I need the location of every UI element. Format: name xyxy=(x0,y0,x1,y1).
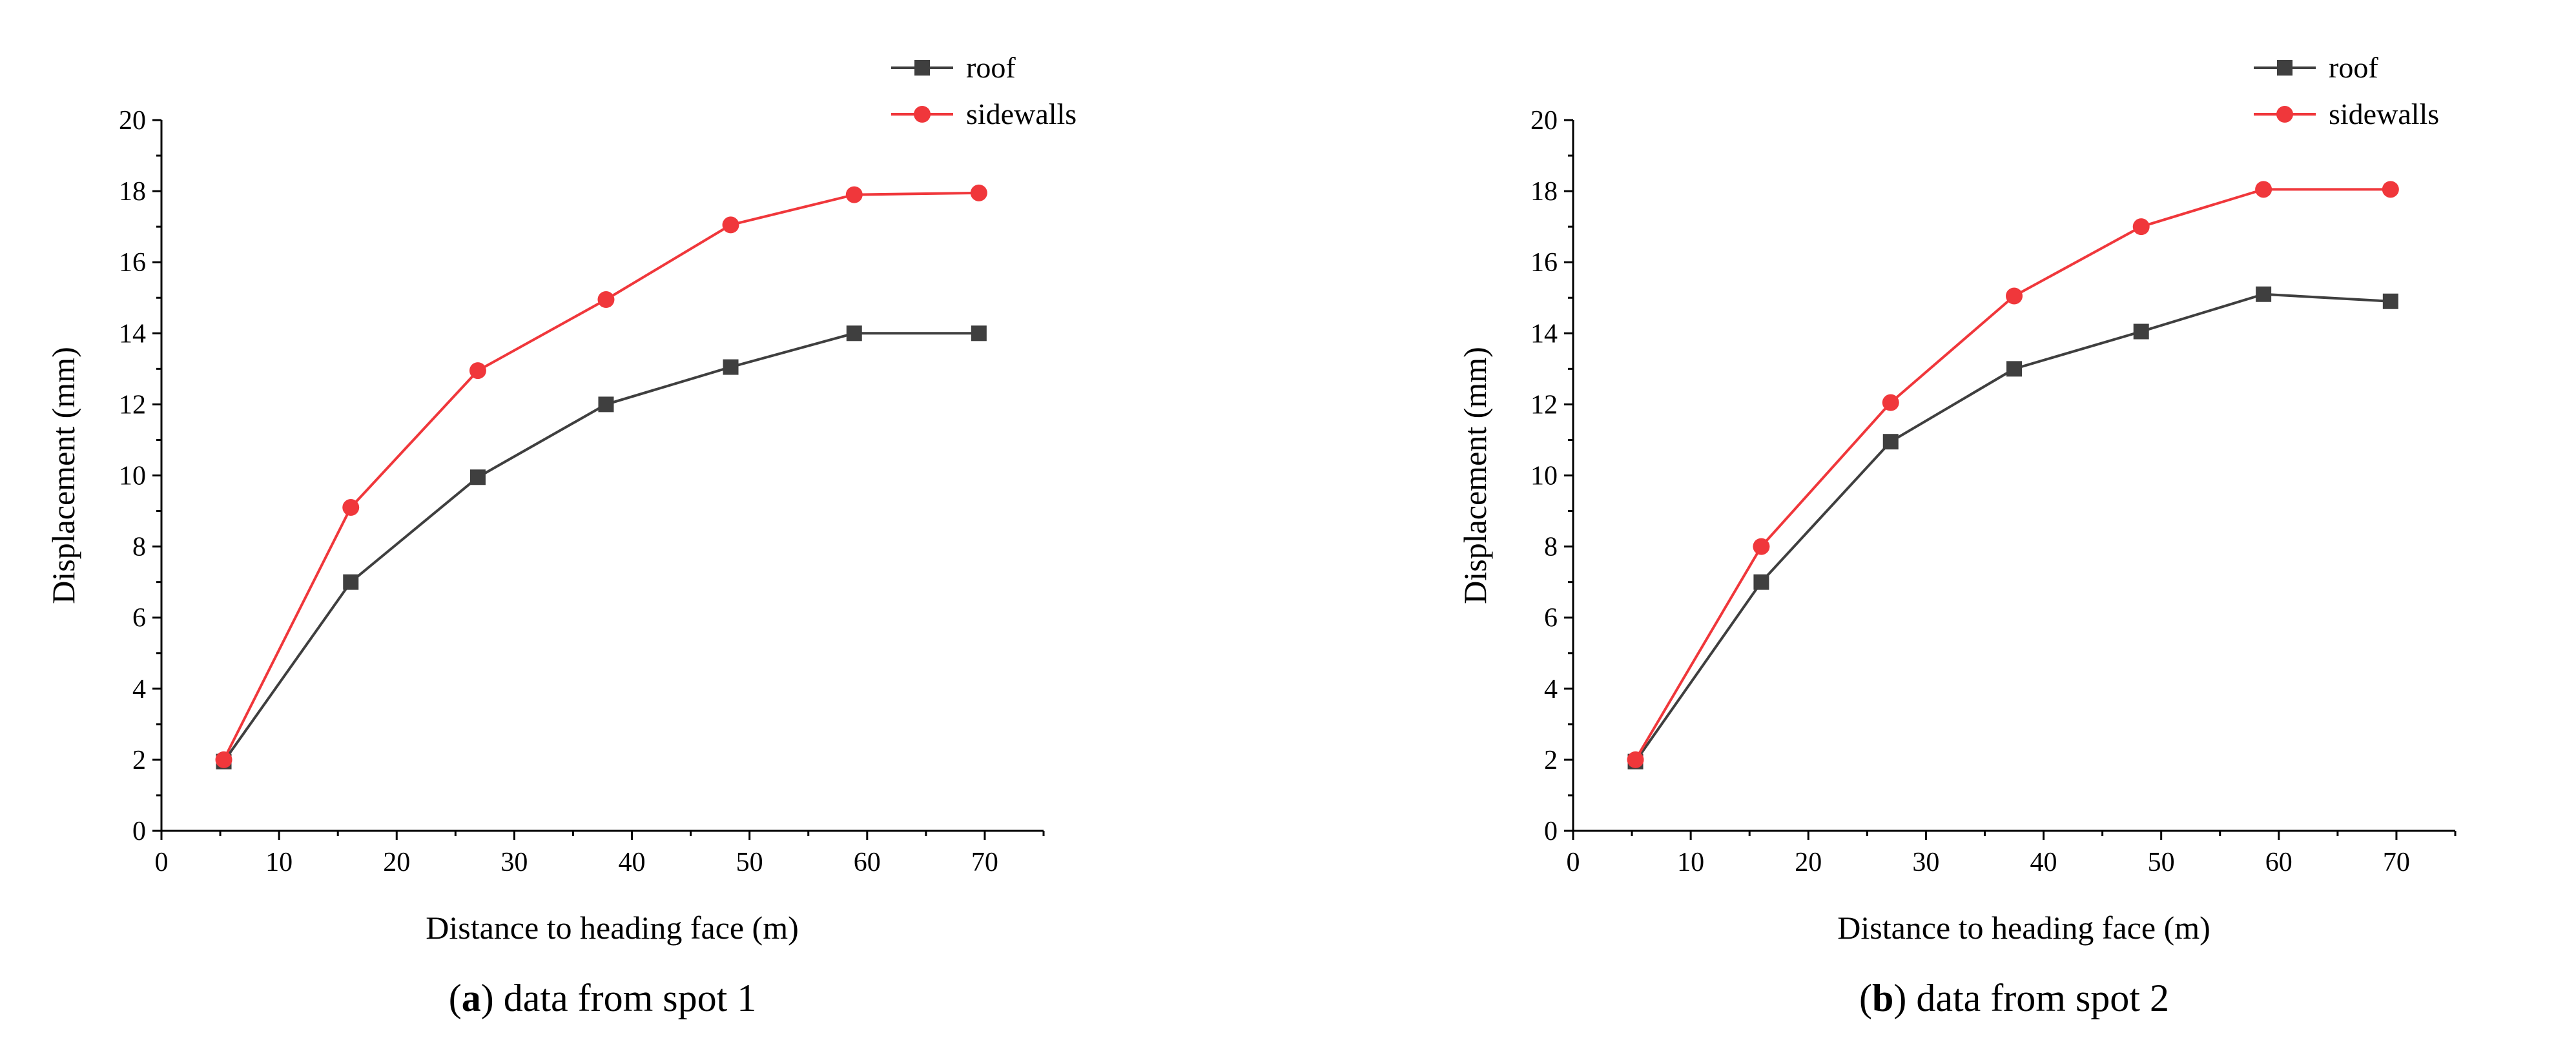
data-point-sidewalls xyxy=(2006,287,2023,305)
y-tick-label: 10 xyxy=(1530,462,1558,491)
x-axis-title: Distance to heading face (m) xyxy=(426,910,799,946)
y-tick-label: 20 xyxy=(1530,106,1558,136)
x-tick-label: 0 xyxy=(155,848,169,877)
y-tick-label: 20 xyxy=(119,106,146,136)
x-tick-label: 30 xyxy=(500,848,528,877)
legend-marker-roof xyxy=(2277,60,2293,76)
data-point-roof xyxy=(2382,293,2398,309)
panel-caption: (b) data from spot 2 xyxy=(1859,977,2169,1019)
data-point-sidewalls xyxy=(970,184,987,201)
legend-marker-sidewalls xyxy=(914,106,931,123)
data-point-sidewalls xyxy=(2132,218,2150,236)
y-tick-label: 16 xyxy=(119,248,146,278)
legend-label-sidewalls: sidewalls xyxy=(966,97,1077,130)
data-point-roof xyxy=(2133,323,2149,340)
data-point-sidewalls xyxy=(597,291,615,309)
data-point-sidewalls xyxy=(722,216,739,234)
caption-text: data from spot 2 xyxy=(1916,977,2169,1019)
data-point-roof xyxy=(723,359,739,375)
y-tick-label: 0 xyxy=(132,817,146,846)
y-tick-label: 12 xyxy=(119,390,146,420)
y-axis-title: Displacement (mm) xyxy=(45,347,81,604)
data-point-roof xyxy=(1882,434,1899,450)
y-tick-label: 12 xyxy=(1530,390,1558,420)
data-point-roof xyxy=(971,325,987,342)
data-point-roof xyxy=(598,396,614,413)
y-tick-label: 8 xyxy=(1544,533,1558,562)
y-tick-label: 2 xyxy=(1544,746,1558,775)
caption-close-paren: ) xyxy=(1893,977,1916,1019)
data-point-sidewalls xyxy=(342,499,360,516)
x-axis-title: Distance to heading face (m) xyxy=(1837,910,2210,946)
x-tick-label: 30 xyxy=(1912,848,1939,877)
y-tick-label: 8 xyxy=(132,533,146,562)
y-tick-label: 4 xyxy=(132,675,146,704)
panel-caption: (a) data from spot 1 xyxy=(449,977,757,1019)
data-point-roof xyxy=(1753,574,1769,590)
y-tick-label: 6 xyxy=(132,604,146,633)
x-tick-label: 40 xyxy=(2030,848,2057,877)
data-point-sidewalls xyxy=(2382,181,2399,198)
data-point-sidewalls xyxy=(215,751,232,768)
caption-close-paren: ) xyxy=(481,977,504,1019)
data-point-roof xyxy=(2006,361,2022,377)
y-axis-title: Displacement (mm) xyxy=(1457,347,1493,604)
y-tick-label: 2 xyxy=(132,746,146,775)
data-point-sidewalls xyxy=(1882,394,1899,411)
x-tick-label: 60 xyxy=(2265,848,2293,877)
chart-panel-1: 0 2 4 6 8 10 12 14 16 18 20 0 10 20 30 40 50 60 70 Distance… xyxy=(45,51,1077,1019)
y-tick-label: 14 xyxy=(119,319,146,349)
y-tick-label: 18 xyxy=(119,177,146,207)
data-point-roof xyxy=(469,469,486,485)
data-point-sidewalls xyxy=(2255,181,2272,198)
x-tick-label: 40 xyxy=(619,848,646,877)
caption-text: data from spot 1 xyxy=(504,977,757,1019)
x-tick-label: 50 xyxy=(736,848,763,877)
y-tick-label: 0 xyxy=(1544,817,1558,846)
x-tick-label: 10 xyxy=(265,848,293,877)
x-tick-label: 50 xyxy=(2148,848,2175,877)
caption-letter: a xyxy=(462,977,481,1019)
legend-label-sidewalls: sidewalls xyxy=(2329,97,2439,130)
caption-letter: b xyxy=(1872,977,1893,1019)
data-point-sidewalls xyxy=(469,362,486,380)
y-tick-label: 6 xyxy=(1544,604,1558,633)
legend-marker-roof xyxy=(914,60,930,76)
legend-label-roof: roof xyxy=(966,51,1016,84)
x-tick-label: 70 xyxy=(971,848,998,877)
x-tick-label: 70 xyxy=(2383,848,2410,877)
legend-marker-sidewalls xyxy=(2276,106,2293,123)
data-point-roof xyxy=(2256,286,2272,302)
caption-open-paren: ( xyxy=(449,977,462,1019)
x-tick-label: 10 xyxy=(1677,848,1704,877)
y-tick-label: 18 xyxy=(1530,177,1558,207)
x-tick-label: 20 xyxy=(383,848,410,877)
caption-open-paren: ( xyxy=(1859,977,1872,1019)
chart-panel-2: 0 2 4 6 8 10 12 14 16 18 20 0 10 20 30 40 50 60 70 Distance… xyxy=(1457,51,2457,1019)
legend-label-roof: roof xyxy=(2329,51,2378,84)
x-tick-label: 0 xyxy=(1567,848,1580,877)
data-point-sidewalls xyxy=(1753,538,1770,555)
data-point-sidewalls xyxy=(1627,751,1644,768)
y-tick-label: 14 xyxy=(1530,319,1558,349)
data-point-sidewalls xyxy=(845,186,863,203)
y-tick-label: 4 xyxy=(1544,675,1558,704)
y-tick-label: 16 xyxy=(1530,248,1558,278)
x-tick-label: 20 xyxy=(1795,848,1822,877)
y-tick-label: 10 xyxy=(119,462,146,491)
x-tick-label: 60 xyxy=(854,848,881,877)
data-point-roof xyxy=(846,325,862,342)
data-point-roof xyxy=(343,574,359,590)
